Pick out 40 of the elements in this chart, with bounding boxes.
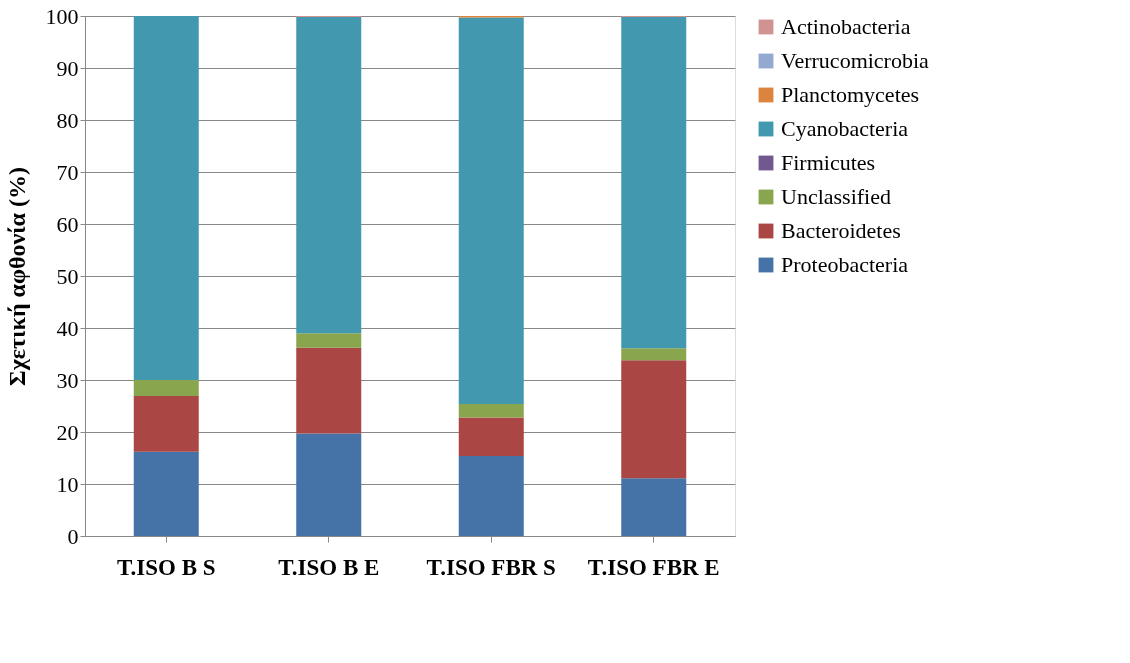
x-tick-label: T.ISO B E: [278, 554, 380, 580]
bar: [621, 478, 687, 536]
legend-label: Actinobacteria: [781, 14, 911, 39]
y-tick-label: 80: [56, 107, 79, 133]
legend-label: Planctomycetes: [781, 82, 920, 107]
bar: [621, 348, 687, 361]
bar: [621, 17, 687, 349]
legend-label: Bacteroidetes: [781, 218, 901, 243]
legend-label: Firmicutes: [781, 150, 876, 175]
bar: [296, 17, 362, 334]
legend-label: Verrucomicrobia: [781, 48, 930, 73]
y-tick-label: 70: [56, 159, 79, 185]
bar: [458, 455, 524, 536]
x-tick-label: T.ISO FBR E: [587, 554, 720, 580]
y-tick-label: 60: [56, 211, 79, 237]
bar: [133, 451, 199, 536]
y-tick-label: 90: [56, 55, 79, 81]
bar: [133, 380, 199, 397]
y-tick-label: 0: [67, 523, 79, 549]
legend-label: Cyanobacteria: [781, 116, 909, 141]
bar: [296, 347, 362, 434]
y-tick-label: 40: [56, 315, 79, 341]
bar: [621, 360, 687, 479]
y-tick-label: 30: [56, 367, 79, 393]
x-tick-label: T.ISO B S: [116, 554, 216, 580]
y-tick-label: 100: [45, 3, 79, 29]
y-tick-label: 20: [56, 419, 79, 445]
y-axis-title: Σχετική αφθονία (%): [3, 167, 30, 386]
bar: [458, 17, 524, 404]
bar: [296, 333, 362, 348]
bar: [458, 417, 524, 456]
legend-label: Unclassified: [781, 184, 891, 209]
bar: [133, 16, 199, 380]
x-tick-label: T.ISO FBR S: [426, 554, 556, 580]
bar: [133, 396, 199, 452]
legend-label: Proteobacteria: [781, 252, 909, 277]
y-tick-label: 10: [56, 471, 79, 497]
bar: [458, 403, 524, 418]
bar: [296, 433, 362, 536]
y-tick-label: 50: [56, 263, 79, 289]
